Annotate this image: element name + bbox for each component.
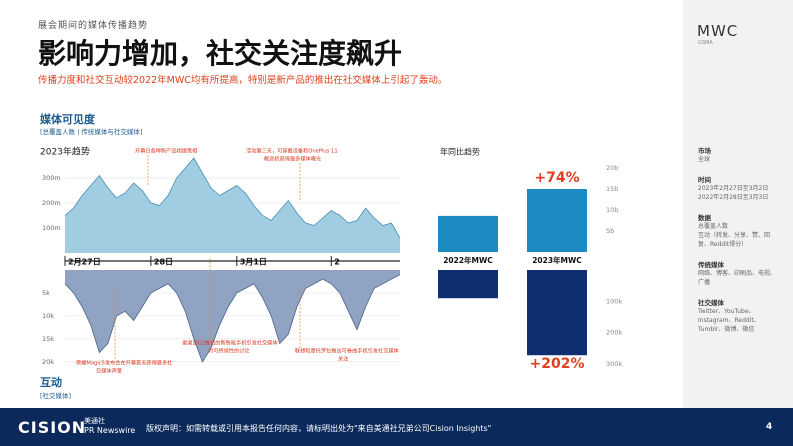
series-title: 互动 <box>40 375 62 389</box>
sidebar-heading: 时间 <box>698 176 711 184</box>
kicker: 展会期间的媒体传播趋势 <box>38 21 149 31</box>
annotation: 谢谢亚G2推出的新智能手机引发社交媒体 <box>182 339 278 347</box>
y-tick-label: 15b <box>606 185 618 193</box>
bar <box>438 215 498 252</box>
sidebar-text: 2022年2月28日至3月3日 <box>698 194 769 201</box>
x-tick-label: 2月27日 <box>68 258 101 267</box>
annotation: +202% <box>530 356 585 372</box>
bar <box>527 270 587 356</box>
y2-tick-label: 10k <box>42 312 54 320</box>
annotation: 联想和摩托罗拉推出可卷曲手机引发社交媒体 <box>295 347 400 355</box>
annotation: 关注 <box>338 355 348 363</box>
chart-subtitle: [总覆盖人数 | 传统媒体与社交媒体] <box>40 127 142 136</box>
chart-title: 年同比趋势 <box>440 147 480 157</box>
x-tick-label: 28日 <box>154 258 173 267</box>
page-number: 4 <box>766 422 773 432</box>
logo: MWC <box>697 22 739 40</box>
annotation: 概念机获得最多媒体曝光 <box>264 155 321 163</box>
sidebar-text: 全球 <box>698 156 711 163</box>
area <box>65 158 400 253</box>
area-line <box>64 157 401 239</box>
x-tick-label: 2 <box>334 258 340 267</box>
x-tick-label: 2022年MWC <box>443 255 493 265</box>
y2-tick-label: 5k <box>42 289 50 297</box>
annotation: 交媒体声量 <box>96 367 122 375</box>
sidebar-text: 互动（转发、分享、赞、回复、Reddit得分） <box>698 232 771 248</box>
y2-tick-label: 100k <box>606 297 622 305</box>
y-tick-label: 20b <box>606 164 618 172</box>
series-title: 媒体可见度 <box>39 112 96 126</box>
chart-title: 2023年趋势 <box>40 146 90 158</box>
area <box>65 270 400 362</box>
y2-tick-label: 200k <box>606 329 622 337</box>
y-tick-label: 200m <box>42 199 61 207</box>
y-tick-label: 10b <box>606 206 618 214</box>
bar <box>527 189 587 252</box>
chart-subtitle: [社交媒体] <box>40 391 71 400</box>
logo-sub: GSMA <box>698 40 713 46</box>
annotation: 对可持续性的讨论 <box>208 347 250 355</box>
annotation: +74% <box>534 170 579 186</box>
y-tick-label: 100m <box>42 224 61 232</box>
x-tick-label: 2023年MWC <box>532 255 582 265</box>
partner-en: PR Newswire <box>84 426 136 435</box>
y2-tick-label: 300k <box>606 360 622 368</box>
sidebar-heading: 数据 <box>698 214 711 222</box>
notice: 版权声明：如需转载或引用本报告任何内容，请标明出处为"来自美通社兄弟公司Cisi… <box>146 424 492 433</box>
sidebar-heading: 市场 <box>698 147 711 155</box>
x-tick-label: 3月1日 <box>240 258 267 267</box>
bar <box>438 270 498 299</box>
subtitle: 传播力度和社交互动较2022年MWC均有所提高，特别是新产品的推出在社交媒体上引… <box>38 75 448 86</box>
partner: 美通社 <box>84 417 105 425</box>
sidebar: MWC GSMA 市场 全球时间 2023年2月27日至3月2日 2022年2月28日… <box>683 0 793 408</box>
sidebar-heading: 传统媒体 <box>698 261 724 269</box>
annotation: 活动第三天，可穿戴设备和OnePlus 11 <box>246 147 338 155</box>
sidebar-heading: 社交媒体 <box>698 299 724 307</box>
y2-tick-label: 20k <box>42 358 54 366</box>
footer: CISION 美通社 PR Newswire 版权声明：如需转载或引用本报告任何… <box>0 408 793 446</box>
y-tick-label: 5b <box>606 227 614 235</box>
sidebar-items: 市场 全球时间 2023年2月27日至3月2日 2022年2月28日至3月3日 数据 总覆… <box>698 135 780 334</box>
title: 影响力增加，社交关注度飙升 <box>38 37 403 70</box>
annotation: 荣耀Magic5发布会在开幕首天获得最多社 <box>76 359 172 367</box>
sidebar-text: 2023年2月27日至3月2日 <box>698 185 769 192</box>
sidebar-text: 总覆盖人数 <box>698 223 729 230</box>
y2-tick-label: 15k <box>42 335 54 343</box>
annotation: 开幕日各种新产品相继亮相 <box>135 147 197 155</box>
brand: CISION <box>18 418 87 437</box>
y-tick-label: 300m <box>42 174 61 182</box>
area-line <box>64 274 401 363</box>
sidebar-text: Twitter、YouTube、Instagram、Reddit、Tumblr、… <box>698 308 760 333</box>
sidebar-text: 网络、博客、印刷品、电视、广播 <box>698 270 777 286</box>
